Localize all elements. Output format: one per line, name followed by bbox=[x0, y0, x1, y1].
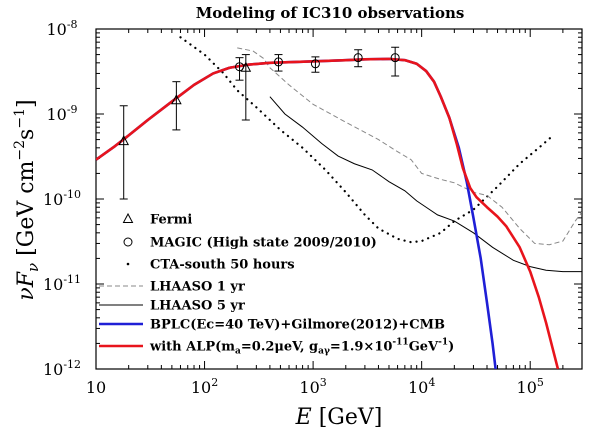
x-tick-label: 102 bbox=[191, 376, 218, 397]
x-tick-labels: 10 102 103 104 105 bbox=[86, 376, 544, 397]
legend-entry-bplc-ec-40-tev-gilmore-2: BPLC(Ec=40 TeV)+Gilmore(2012)+CMB bbox=[99, 318, 445, 333]
magic-high-state-2009-2010-point bbox=[390, 46, 400, 77]
legend-entry-cta-south-50-hours: CTA-south 50 hours bbox=[126, 258, 295, 273]
legend-entry-lhaaso-5-yr: LHAASO 5 yr bbox=[99, 299, 245, 314]
legend-label: with ALP(ma=0.2μeV, gaγ=1.9×10-11GeV-1) bbox=[149, 338, 454, 357]
x-tick-label: 104 bbox=[408, 376, 435, 397]
magic-high-state-2009-2010-point bbox=[353, 49, 363, 68]
magic-high-state-2009-2010-point bbox=[235, 57, 245, 81]
y-tick-label: 10-11 bbox=[43, 273, 81, 294]
x-tick-label: 105 bbox=[517, 376, 544, 397]
legend-label: LHAASO 1 yr bbox=[150, 280, 245, 295]
chart-title: Modeling of IC310 observations bbox=[196, 4, 465, 22]
svg-text:E [GeV]: E [GeV] bbox=[295, 405, 383, 430]
lhaaso-1-yr-line bbox=[237, 47, 582, 246]
legend-entry-magic-high-state-2009-20: MAGIC (High state 2009/2010) bbox=[123, 236, 377, 251]
x-tick-label: 10 bbox=[86, 378, 106, 397]
legend-label: LHAASO 5 yr bbox=[150, 299, 245, 314]
legend-entry-fermi: Fermi bbox=[122, 213, 192, 228]
svg-text:νFν [GeV cm−2s−1]: νFν [GeV cm−2s−1] bbox=[12, 99, 42, 300]
y-tick-label: 10-10 bbox=[43, 188, 81, 209]
magic-high-state-2009-2010-point bbox=[310, 56, 320, 73]
fermi-point bbox=[171, 81, 182, 131]
legend-entry-with-alp-m-a-0-2-ev-g-a-: with ALP(ma=0.2μeV, gaγ=1.9×10-11GeV-1) bbox=[99, 338, 454, 357]
fermi-point bbox=[118, 105, 130, 200]
legend-label: CTA-south 50 hours bbox=[150, 258, 295, 273]
y-tick-label: 10-12 bbox=[43, 358, 81, 379]
with-alp-m-a-0-2-ev-g-a-1-9-10-11-gev-1-line bbox=[96, 57, 560, 369]
legend-label: Fermi bbox=[150, 213, 192, 228]
y-tick-labels: 10-12 10-11 10-10 10-9 10-8 bbox=[43, 18, 81, 379]
y-tick-label: 10-9 bbox=[46, 103, 77, 124]
legend-label: BPLC(Ec=40 TeV)+Gilmore(2012)+CMB bbox=[150, 318, 445, 333]
legend: Fermi MAGIC (High state 2009/2010) CTA-sou… bbox=[99, 213, 454, 357]
series-layer bbox=[96, 36, 582, 369]
legend-label: MAGIC (High state 2009/2010) bbox=[150, 236, 377, 251]
y-axis-label: νFν [GeV cm−2s−1] bbox=[12, 99, 42, 300]
x-tick-label: 103 bbox=[299, 376, 326, 397]
legend-entry-lhaaso-1-yr: LHAASO 1 yr bbox=[99, 280, 245, 295]
y-tick-label: 10-8 bbox=[46, 18, 77, 39]
x-axis-label: E [GeV] bbox=[295, 405, 383, 430]
magic-high-state-2009-2010-point bbox=[274, 54, 284, 72]
